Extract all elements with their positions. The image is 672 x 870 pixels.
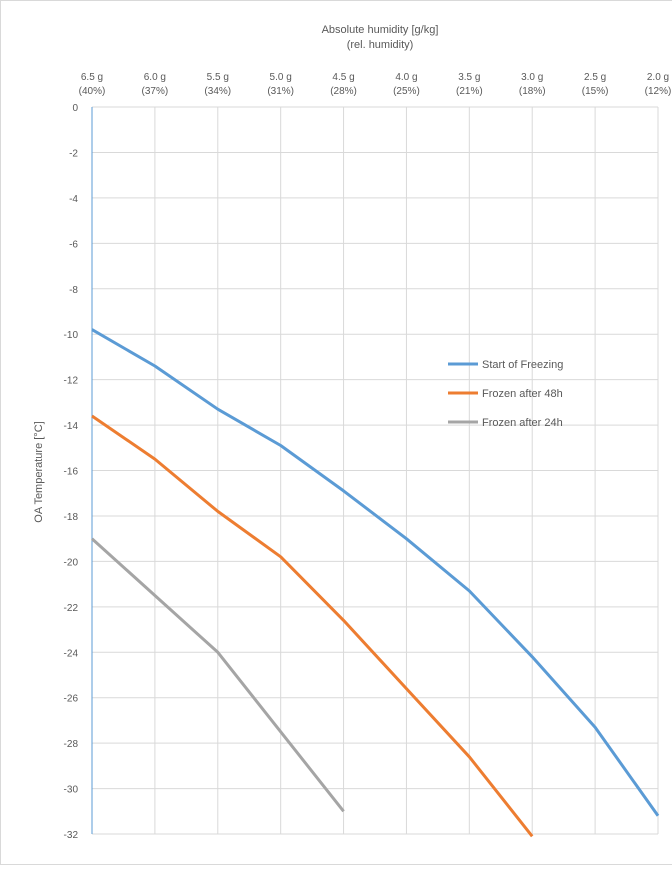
legend-label: Frozen after 48h — [482, 388, 563, 400]
x-tick-label: 6.0 g — [144, 72, 166, 83]
y-tick-label: -12 — [64, 376, 79, 387]
x-tick-sublabel: (31%) — [267, 86, 294, 97]
y-tick-label: -18 — [64, 512, 79, 523]
x-tick-sublabel: (34%) — [204, 86, 231, 97]
y-tick-label: -30 — [64, 785, 79, 796]
x-axis-title-line2: (rel. humidity) — [347, 39, 414, 51]
x-tick-label: 4.0 g — [395, 72, 417, 83]
x-tick-sublabel: (37%) — [142, 86, 169, 97]
y-tick-label: -10 — [64, 330, 79, 341]
y-tick-label: -32 — [64, 830, 79, 841]
x-tick-label: 2.0 g — [647, 72, 669, 83]
x-tick-sublabel: (25%) — [393, 86, 420, 97]
y-tick-label: -22 — [64, 603, 79, 614]
x-tick-label: 2.5 g — [584, 72, 606, 83]
y-tick-label: -26 — [64, 694, 79, 705]
x-tick-sublabel: (12%) — [645, 86, 672, 97]
x-tick-label: 3.5 g — [458, 72, 480, 83]
y-tick-label: -2 — [69, 148, 78, 159]
x-tick-label: 3.0 g — [521, 72, 543, 83]
y-axis-title: OA Temperature [°C] — [33, 421, 45, 522]
y-tick-label: -6 — [69, 239, 78, 250]
x-axis-title-line1: Absolute humidity [g/kg] — [322, 24, 439, 36]
x-tick-sublabel: (40%) — [79, 86, 106, 97]
y-tick-label: -8 — [69, 285, 78, 296]
y-tick-label: -24 — [64, 648, 79, 659]
legend-label: Frozen after 24h — [482, 417, 563, 429]
y-tick-label: -4 — [69, 194, 78, 205]
x-tick-label: 5.5 g — [207, 72, 229, 83]
y-tick-label: 0 — [72, 103, 78, 114]
x-tick-sublabel: (21%) — [456, 86, 483, 97]
x-tick-label: 5.0 g — [270, 72, 292, 83]
legend-label: Start of Freezing — [482, 359, 563, 371]
x-tick-label: 4.5 g — [332, 72, 354, 83]
y-tick-label: -28 — [64, 739, 79, 750]
y-tick-label: -14 — [64, 421, 79, 432]
x-tick-label: 6.5 g — [81, 72, 103, 83]
y-tick-label: -20 — [64, 557, 79, 568]
x-tick-sublabel: (15%) — [582, 86, 609, 97]
x-tick-sublabel: (18%) — [519, 86, 546, 97]
y-tick-label: -16 — [64, 467, 79, 478]
x-tick-sublabel: (28%) — [330, 86, 357, 97]
